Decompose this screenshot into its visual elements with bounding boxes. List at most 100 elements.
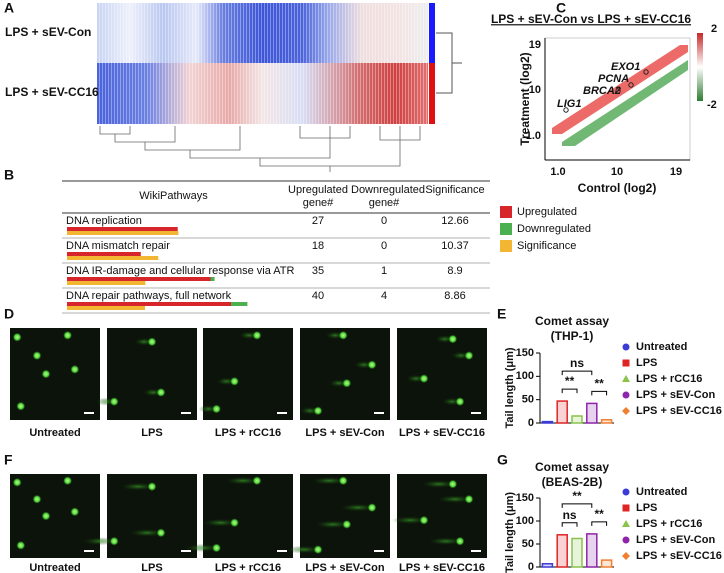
significance-bracket: [561, 522, 578, 527]
nucleus: [16, 540, 26, 550]
legend-marker: [622, 343, 630, 351]
significance-bracket: [591, 521, 608, 526]
micrograph-label: LPS: [141, 427, 162, 439]
table-cell: 1: [381, 265, 387, 277]
comet-tail: [340, 503, 376, 512]
nucleus: [342, 378, 352, 388]
nucleus: [252, 330, 262, 340]
legend-swatch: [500, 223, 512, 235]
y-tick-label: 150: [516, 347, 534, 359]
micrograph-label: LPS + sEV-Con: [305, 427, 384, 439]
panel-label: D: [4, 306, 14, 322]
gene-point: [615, 88, 621, 94]
panel-label: C: [556, 0, 566, 16]
table-cell: 27: [312, 215, 324, 227]
comet-tail: [120, 482, 156, 491]
micrograph: [397, 328, 487, 420]
nucleus: [16, 401, 26, 411]
legend-marker: [622, 504, 630, 512]
nucleus: [230, 518, 239, 528]
nucleus: [63, 476, 73, 486]
nucleus: [109, 536, 119, 546]
chart-subtitle: (BEAS-2B): [542, 475, 603, 489]
nucleus: [70, 364, 80, 374]
significance-bracket: [561, 388, 578, 394]
legend-label: Upregulated: [517, 206, 577, 218]
table-cell: 10.37: [441, 240, 469, 252]
nucleus: [41, 369, 51, 379]
significance-bar: [67, 281, 146, 285]
panel-label: F: [4, 452, 13, 468]
comet-tail: [437, 495, 473, 504]
legend-marker: [622, 520, 630, 527]
nucleus: [367, 360, 377, 370]
pathway-name: DNA IR-damage and cellular response via …: [66, 265, 295, 277]
down-bar: [231, 302, 248, 306]
comet-tail: [420, 480, 457, 489]
legend-label: LPS + sEV-Con: [636, 389, 715, 401]
comet-tail: [82, 537, 119, 546]
table-cell: 12.66: [441, 215, 469, 227]
table-cell: 0: [381, 215, 387, 227]
legend-marker: [622, 536, 630, 544]
nucleus: [338, 330, 348, 340]
legend-marker: [622, 391, 630, 399]
comet-tail: [129, 528, 165, 537]
nucleus: [156, 528, 166, 538]
nucleus: [109, 397, 119, 407]
legend-label: LPS + rCC16: [636, 518, 702, 530]
y-tick-label: 50: [522, 538, 534, 550]
colorbar: [697, 33, 703, 101]
panel-label: G: [497, 452, 508, 468]
up-bar: [67, 302, 231, 306]
nucleus: [147, 337, 157, 347]
y-tick-label: 50: [522, 394, 534, 406]
nucleus: [419, 515, 429, 525]
table-header: Downregulated gene#: [351, 184, 425, 209]
gene-label: BRCA2: [583, 85, 621, 97]
table-cell: 40: [312, 290, 324, 302]
legend-swatch: [500, 240, 512, 252]
nucleus: [367, 503, 377, 513]
comet-tail: [225, 476, 261, 485]
nucleus: [147, 482, 157, 492]
comet-tail: [202, 518, 239, 527]
x-tick-label: 19: [670, 166, 682, 178]
nucleus: [230, 376, 239, 386]
nucleus: [313, 406, 323, 416]
y-tick-label: 1.0: [526, 130, 541, 142]
legend-label: LPS + sEV-Con: [636, 534, 715, 546]
micrograph-label: LPS + rCC16: [215, 562, 281, 573]
nucleus: [342, 519, 352, 529]
x-tick-label: 1.0: [550, 166, 565, 178]
legend-label: LPS + sEV-CC16: [636, 550, 722, 562]
row-dendrogram: [436, 32, 462, 94]
table-cell: 8.86: [444, 290, 465, 302]
nucleus: [455, 397, 465, 407]
comet-tail: [392, 516, 428, 525]
axis-label: Control (log2): [578, 181, 657, 195]
table-cell: 4: [381, 290, 387, 302]
legend-label: Downregulated: [517, 223, 591, 235]
pathway-name: DNA replication: [66, 215, 142, 227]
axis-label: Tail length (μm): [504, 347, 516, 428]
panel-title: LPS + sEV-Con vs LPS + sEV-CC16: [491, 12, 691, 26]
legend-label: LPS + sEV-CC16: [636, 405, 722, 417]
up-bar: [67, 277, 211, 281]
table-header: Upregulated gene#: [288, 184, 348, 209]
up-bar: [67, 227, 178, 231]
nucleus: [12, 477, 22, 487]
legend-label: Untreated: [636, 486, 687, 498]
comet-tail: [184, 543, 221, 552]
down-bar: [210, 277, 215, 281]
y-tick-label: 100: [516, 370, 534, 382]
significance-label: **: [595, 507, 605, 521]
nucleus: [419, 374, 429, 384]
y-tick-label: 150: [516, 492, 534, 504]
legend-label: LPS: [636, 502, 657, 514]
bar: [541, 420, 554, 424]
comet-tail: [428, 537, 464, 546]
group-strip: [429, 3, 435, 63]
heatmap-texture: [97, 3, 428, 124]
legend-label: Significance: [517, 240, 576, 252]
